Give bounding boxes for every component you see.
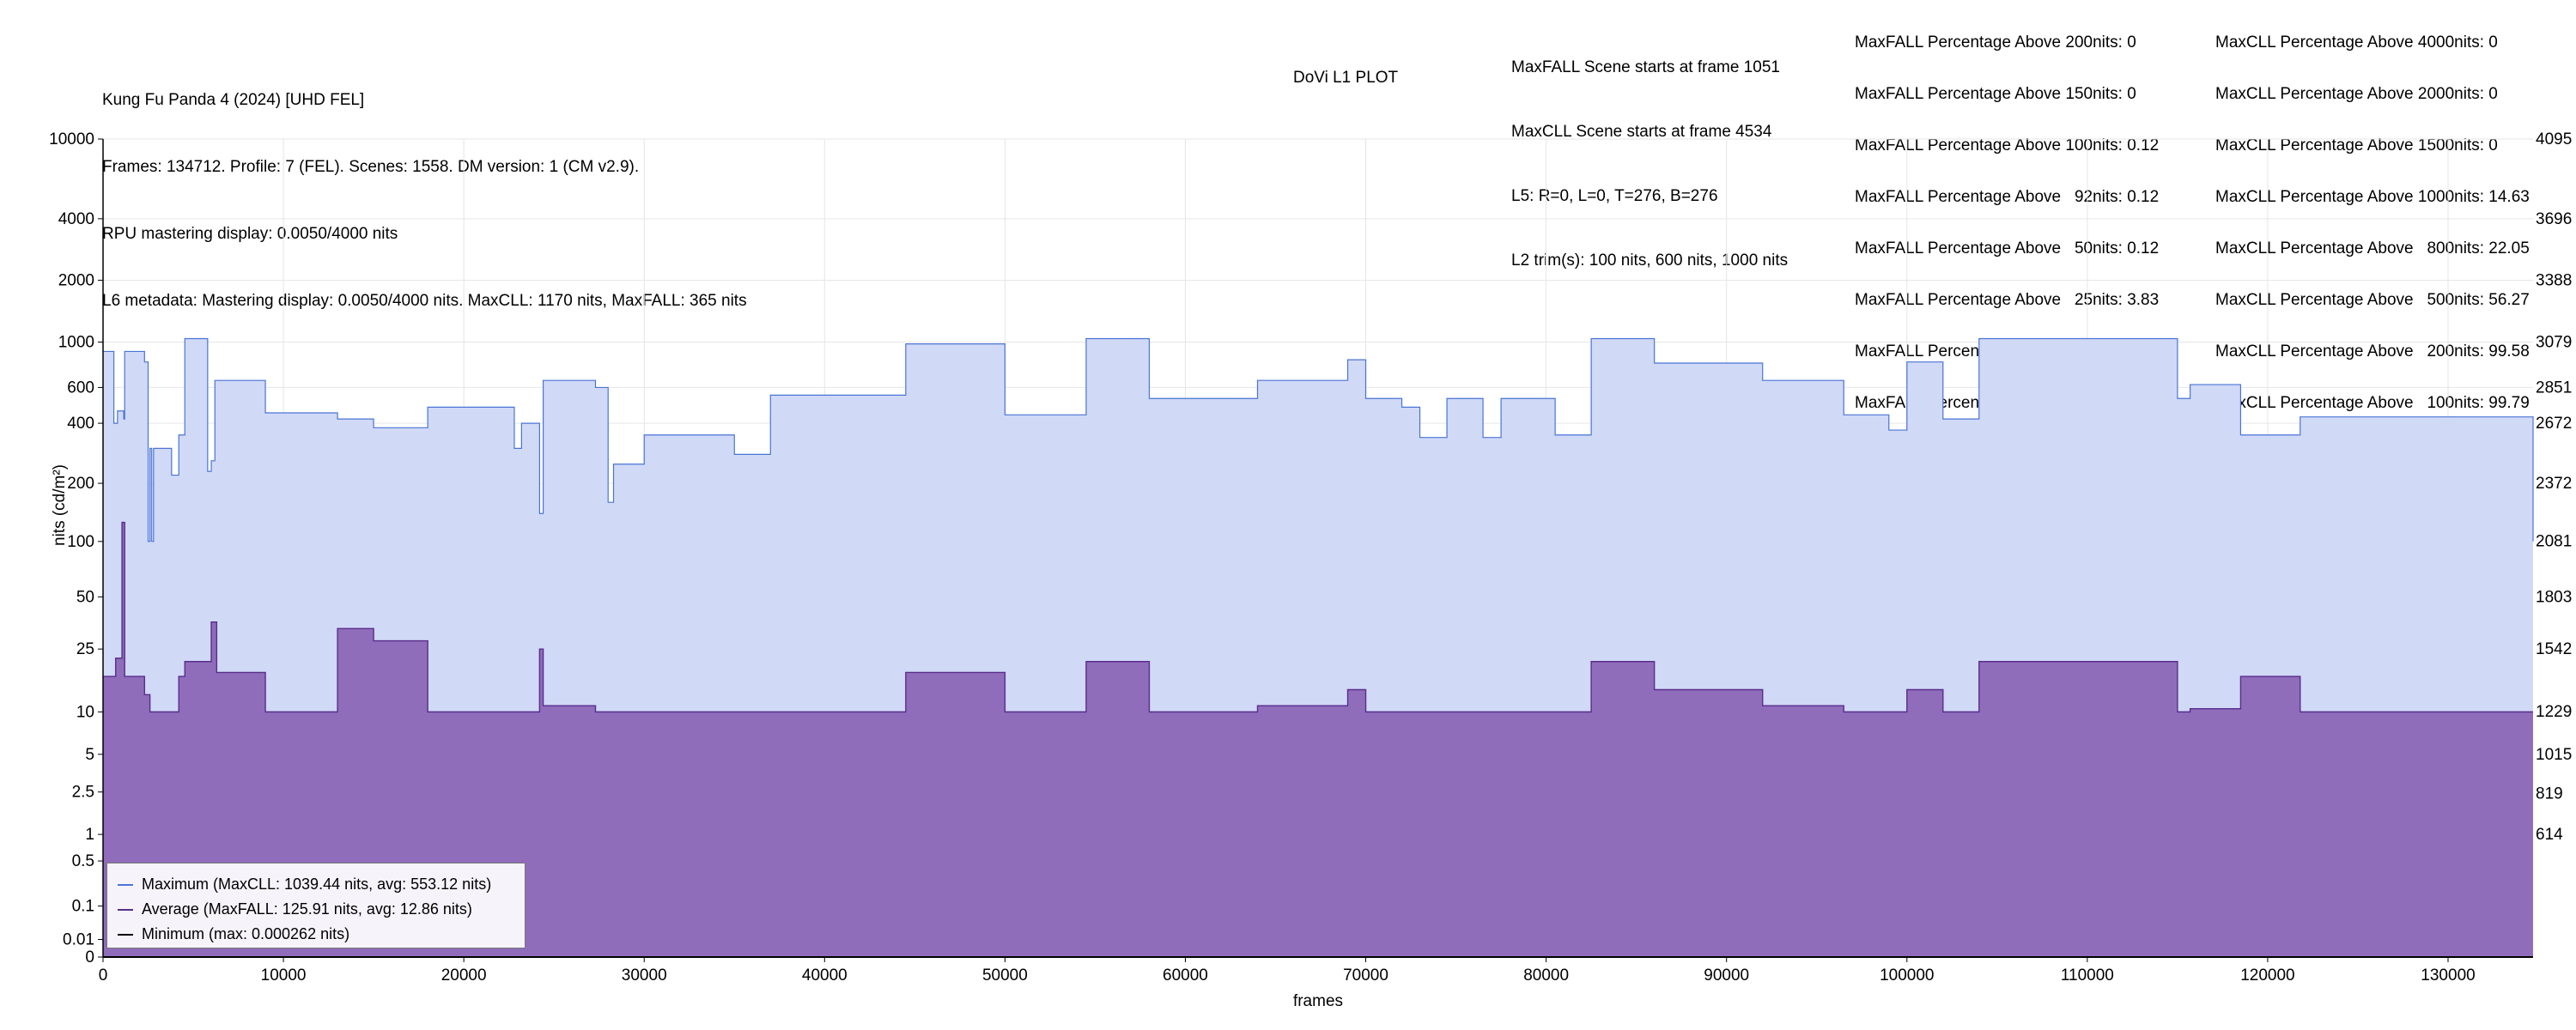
legend-label-minimum: Minimum (max: 0.000262 nits) bbox=[142, 925, 350, 942]
pq-code-label: 3696 bbox=[2536, 210, 2572, 228]
pq-code-label: 819 bbox=[2536, 785, 2563, 803]
legend-item-maximum: Maximum (MaxCLL: 1039.44 nits, avg: 553.… bbox=[118, 872, 525, 897]
y-tick-label: 200 bbox=[67, 475, 94, 493]
maxcll-scene: MaxCLL Scene starts at frame 4534 bbox=[1511, 123, 1772, 141]
maxfall-stat: MaxFALL Percentage Above 100nits: 0.12 bbox=[1855, 136, 2160, 154]
maxcll-stat: MaxCLL Percentage Above 2000nits: 0 bbox=[2215, 85, 2498, 103]
header-info: Kung Fu Panda 4 (2024) [UHD FEL] Frames:… bbox=[102, 45, 747, 335]
pq-code-label: 1229 bbox=[2536, 703, 2572, 721]
y-tick-label: 50 bbox=[76, 588, 94, 606]
x-tick-label: 50000 bbox=[982, 966, 1028, 985]
maxfall-scene: MaxFALL Scene starts at frame 1051 bbox=[1511, 58, 1780, 76]
y-tick-label: 1 bbox=[85, 826, 94, 844]
y-axis-label: nits (cd/m²) bbox=[51, 464, 69, 546]
maxcll-stat: MaxCLL Percentage Above 1000nits: 14.63 bbox=[2215, 188, 2530, 206]
y-tick-label: 2000 bbox=[58, 271, 94, 289]
x-tick-label: 70000 bbox=[1343, 966, 1388, 985]
legend: Maximum (MaxCLL: 1039.44 nits, avg: 553.… bbox=[106, 863, 526, 948]
pq-code-label: 3079 bbox=[2536, 333, 2572, 351]
pq-code-label: 1542 bbox=[2536, 640, 2572, 658]
maxcll-stat: MaxCLL Percentage Above 200nits: 99.58 bbox=[2215, 342, 2530, 360]
maxcll-stat: MaxCLL Percentage Above 4000nits: 0 bbox=[2215, 33, 2498, 52]
y-tick-label: 100 bbox=[67, 533, 94, 551]
maximum-swatch bbox=[118, 883, 133, 886]
legend-label-average: Average (MaxFALL: 125.91 nits, avg: 12.8… bbox=[142, 900, 472, 918]
l5-info: L5: R=0, L=0, T=276, B=276 bbox=[1511, 187, 1718, 205]
pq-code-label: 4095 bbox=[2536, 130, 2572, 148]
y-tick-label: 0.01 bbox=[63, 931, 94, 949]
frames-info: Frames: 134712. Profile: 7 (FEL). Scenes… bbox=[102, 158, 640, 176]
maxcll-stat: MaxCLL Percentage Above 800nits: 22.05 bbox=[2215, 239, 2530, 258]
pq-code-label: 2672 bbox=[2536, 415, 2572, 433]
x-tick-label: 40000 bbox=[802, 966, 848, 985]
minimum-swatch bbox=[118, 933, 133, 936]
y-tick-label: 4000 bbox=[58, 210, 94, 228]
y-tick-label: 0 bbox=[85, 948, 94, 966]
rpu-info: RPU mastering display: 0.0050/4000 nits bbox=[102, 225, 398, 243]
pq-code-label: 2081 bbox=[2536, 533, 2572, 551]
x-tick-label: 100000 bbox=[1880, 966, 1934, 985]
x-tick-label: 0 bbox=[99, 966, 108, 985]
x-tick-label: 90000 bbox=[1704, 966, 1749, 985]
average-series-line bbox=[103, 521, 2533, 713]
y-tick-label: 1000 bbox=[58, 334, 94, 352]
y-tick-label: 400 bbox=[67, 415, 94, 433]
average-area bbox=[103, 522, 2533, 957]
average-swatch bbox=[118, 908, 133, 911]
legend-item-minimum: Minimum (max: 0.000262 nits) bbox=[118, 922, 525, 947]
x-tick-label: 110000 bbox=[2061, 966, 2114, 985]
y-tick-label: 5 bbox=[85, 746, 94, 764]
maxfall-stat: MaxFALL Percentage Above 200nits: 0 bbox=[1855, 33, 2136, 52]
y-tick-label: 10 bbox=[76, 703, 94, 721]
maxfall-stat: MaxFALL Percentage Above 25nits: 3.83 bbox=[1855, 291, 2160, 309]
maxcll-stat: MaxCLL Percentage Above 1500nits: 0 bbox=[2215, 136, 2498, 154]
pq-code-label: 1803 bbox=[2536, 588, 2572, 606]
x-tick-label: 80000 bbox=[1523, 966, 1569, 985]
maxcll-stats: MaxCLL Percentage Above 4000nits: 0 MaxC… bbox=[2215, 0, 2530, 429]
pq-code-label: 3388 bbox=[2536, 272, 2572, 290]
y-tick-label: 600 bbox=[67, 379, 94, 397]
x-tick-label: 20000 bbox=[441, 966, 487, 985]
maxfall-stat: MaxFALL Percentage Above 50nits: 0.12 bbox=[1855, 239, 2160, 258]
pq-code-label: 1015 bbox=[2536, 746, 2572, 764]
pq-code-label: 2372 bbox=[2536, 475, 2572, 493]
l6-info: L6 metadata: Mastering display: 0.0050/4… bbox=[102, 292, 747, 310]
legend-label-maximum: Maximum (MaxCLL: 1039.44 nits, avg: 553.… bbox=[142, 876, 492, 893]
maxcll-stat: MaxCLL Percentage Above 500nits: 56.27 bbox=[2215, 291, 2530, 309]
l2-info: L2 trim(s): 100 nits, 600 nits, 1000 nit… bbox=[1511, 251, 1789, 270]
x-axis-label: frames bbox=[1293, 992, 1343, 1010]
maxfall-stat: MaxFALL Percentage Above 92nits: 0.12 bbox=[1855, 188, 2160, 206]
y-tick-label: 0.1 bbox=[72, 898, 94, 916]
maximum-series-line bbox=[103, 337, 2534, 542]
movie-title: Kung Fu Panda 4 (2024) [UHD FEL] bbox=[102, 91, 365, 109]
y-tick-label: 0.5 bbox=[72, 852, 94, 870]
scene-info: MaxFALL Scene starts at frame 1051 MaxCL… bbox=[1511, 14, 1788, 293]
x-tick-label: 10000 bbox=[261, 966, 307, 985]
legend-item-average: Average (MaxFALL: 125.91 nits, avg: 12.8… bbox=[118, 897, 525, 922]
plot-title: DoVi L1 PLOT bbox=[1293, 69, 1399, 87]
x-tick-label: 120000 bbox=[2240, 966, 2294, 985]
maxfall-stat: MaxFALL Percentage Above 150nits: 0 bbox=[1855, 85, 2136, 103]
x-tick-label: 60000 bbox=[1163, 966, 1208, 985]
x-tick-label: 130000 bbox=[2421, 966, 2475, 985]
y-tick-label: 2.5 bbox=[72, 784, 94, 802]
y-tick-label: 25 bbox=[76, 640, 94, 658]
x-tick-label: 30000 bbox=[622, 966, 667, 985]
pq-code-label: 614 bbox=[2536, 826, 2563, 844]
pq-code-label: 2851 bbox=[2536, 379, 2572, 397]
y-tick-label: 10000 bbox=[49, 130, 94, 148]
